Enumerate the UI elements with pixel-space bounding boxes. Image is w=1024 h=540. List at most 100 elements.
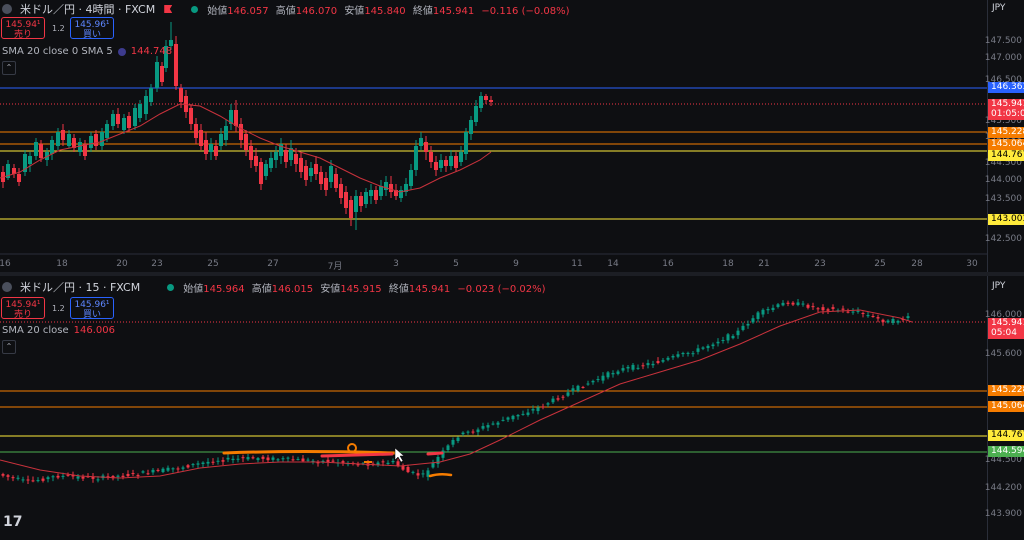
candle-body <box>50 140 54 154</box>
candle-body <box>891 318 895 324</box>
price-tag: 145.941 <box>988 318 1024 329</box>
candle-body <box>306 459 310 461</box>
candle-body <box>576 385 580 391</box>
candle-body <box>271 457 275 460</box>
candle-body <box>36 480 40 482</box>
candle-body <box>791 302 795 305</box>
candle-body <box>304 166 308 180</box>
candle-body <box>126 473 130 477</box>
price-axis-4h[interactable]: JPY 147.500147.000146.500145.500145.0001… <box>984 0 1024 272</box>
candle-body <box>721 340 725 342</box>
candle-body <box>259 162 263 184</box>
time-tick: 3 <box>393 259 399 269</box>
buy-button[interactable]: 145.96¹ 買い <box>70 297 114 320</box>
candle-body <box>401 466 405 470</box>
chart-pane-15m[interactable]: 米ドル／円 · 15 · FXCM 始値145.964 高値146.015 安値… <box>0 276 1024 540</box>
candle-body <box>841 308 845 310</box>
candle-body <box>219 134 223 146</box>
price-tick: 144.000 <box>984 175 1022 185</box>
indicator-icon <box>117 47 126 56</box>
indicator-label[interactable]: SMA 20 close <box>2 325 69 336</box>
price-tag: 145.064 <box>988 401 1024 412</box>
drawn-line <box>320 452 394 458</box>
buy-button[interactable]: 145.96¹ 買い <box>70 17 114 40</box>
candle-body <box>299 158 303 172</box>
candle-body <box>341 461 345 463</box>
candle-body <box>146 473 150 475</box>
candle-body <box>31 480 35 482</box>
candle-body <box>239 124 243 140</box>
price-tag: 01:05:0 <box>988 109 1024 120</box>
candle-body <box>359 196 363 206</box>
candle-body <box>196 463 200 465</box>
price-chart-15m[interactable] <box>0 276 988 540</box>
candle-body <box>701 347 705 349</box>
symbol-title[interactable]: 米ドル／円 · 4時間 · FXCM <box>20 3 156 16</box>
chart-pane-4h[interactable]: 米ドル／円 · 4時間 · FXCM 始値146.057 高値146.070 安… <box>0 0 1024 272</box>
candle-body <box>746 323 750 326</box>
candle-body <box>311 460 315 462</box>
candle-body <box>831 307 835 309</box>
candle-body <box>496 422 500 425</box>
candle-body <box>666 357 670 360</box>
sell-button[interactable]: 145.94¹ 売り <box>1 297 45 320</box>
candle-body <box>821 307 825 311</box>
collapse-legend-button[interactable]: ⌃ <box>2 61 16 75</box>
candle-body <box>21 479 25 481</box>
collapse-legend-button[interactable]: ⌃ <box>2 340 16 354</box>
time-tick: 30 <box>966 259 978 269</box>
currency-label: JPY <box>992 281 1006 291</box>
drawn-circle <box>347 443 357 453</box>
candle-body <box>526 412 530 415</box>
candle-body <box>155 62 159 88</box>
indicator-value: 146.006 <box>73 325 116 336</box>
candle-body <box>776 304 780 307</box>
candle-body <box>105 124 109 138</box>
candle-body <box>6 475 10 477</box>
candle-body <box>871 315 875 317</box>
candle-body <box>186 465 190 468</box>
candle-body <box>551 398 555 403</box>
candle-body <box>176 468 180 470</box>
price-chart-4h[interactable] <box>0 0 988 272</box>
flag-icon[interactable] <box>164 5 173 13</box>
candle-body <box>209 144 213 152</box>
cursor-icon <box>394 447 405 463</box>
candle-body <box>221 460 225 462</box>
candle-body <box>384 182 388 190</box>
candle-body <box>236 458 240 460</box>
candle-body <box>396 461 400 466</box>
candle-body <box>96 479 100 481</box>
candle-body <box>254 156 258 166</box>
candle-body <box>26 479 30 481</box>
candle-body <box>249 146 253 160</box>
time-tick: 21 <box>758 259 770 269</box>
candle-body <box>886 320 890 323</box>
indicator-label[interactable]: SMA 20 close 0 SMA 5 <box>2 46 113 57</box>
price-tick: 145.600 <box>984 349 1022 359</box>
candle-body <box>94 134 98 146</box>
symbol-title[interactable]: 米ドル／円 · 15 · FXCM <box>20 281 141 294</box>
candle-body <box>16 477 20 479</box>
candle-body <box>206 461 210 464</box>
currency-label: JPY <box>992 3 1006 13</box>
tradingview-logo[interactable]: 17 <box>3 514 23 530</box>
candle-body <box>486 425 490 428</box>
candle-body <box>906 316 910 319</box>
candle-body <box>661 360 665 362</box>
candle-body <box>426 470 430 477</box>
ohlc-values: 始値146.057 高値146.070 安値145.840 終値145.941 … <box>207 5 570 17</box>
drawn-line <box>428 472 453 478</box>
candle-body <box>621 368 625 371</box>
candle-body <box>34 142 38 156</box>
price-tag: 144.767 <box>988 430 1024 441</box>
time-tick: 14 <box>607 259 619 269</box>
price-axis-15m[interactable]: JPY 146.000 145.600 144.500 144.200 143.900 … <box>984 276 1024 540</box>
candle-body <box>489 100 493 102</box>
candle-body <box>806 304 810 308</box>
candle-body <box>131 473 135 475</box>
sell-button[interactable]: 145.94¹ 売り <box>1 17 45 40</box>
candle-body <box>201 462 205 465</box>
pane-divider[interactable] <box>0 272 1024 276</box>
price-tag: 146.363 <box>988 82 1024 93</box>
